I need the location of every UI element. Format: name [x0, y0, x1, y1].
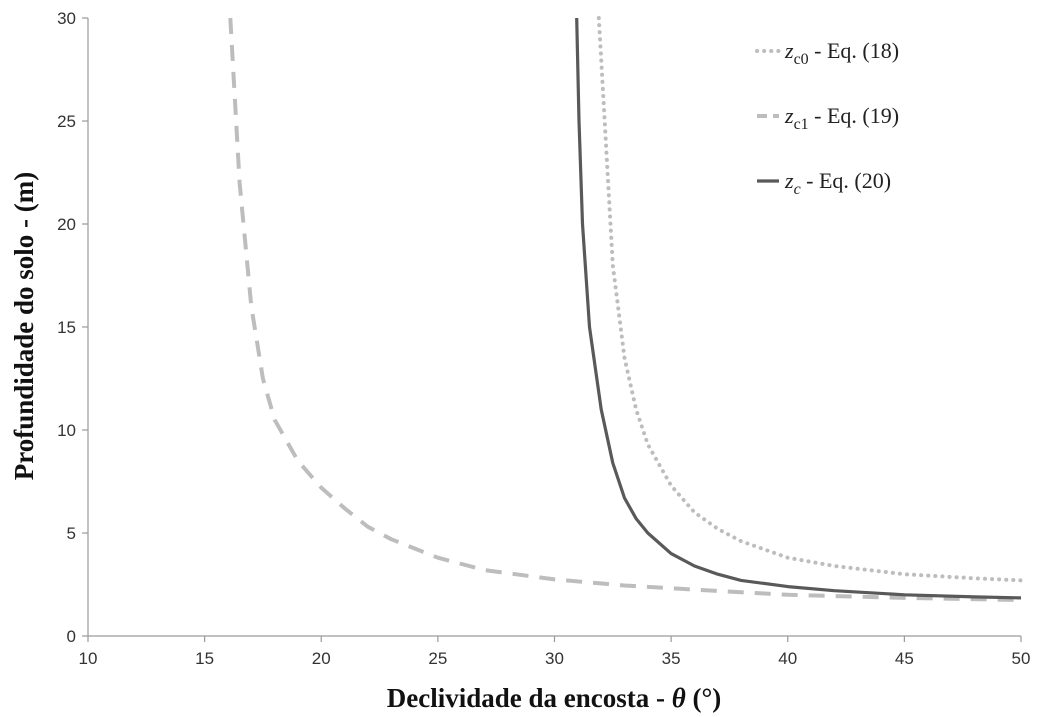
legend-label-zc0: zc0 - Eq. (18)	[784, 38, 899, 68]
y-tick-label: 20	[57, 215, 76, 234]
series-layer	[228, 16, 1023, 602]
y-tick-label: 5	[67, 524, 76, 543]
x-tick-label: 20	[312, 649, 331, 668]
legend-subscript: c1	[794, 116, 809, 133]
x-tick-label: 35	[662, 649, 681, 668]
x-tick-label: 30	[545, 649, 564, 668]
legend-symbol: z	[784, 38, 794, 63]
legend-subscript: c0	[794, 51, 809, 68]
series-line-zc0	[596, 16, 1023, 583]
x-tick-label: 10	[79, 649, 98, 668]
y-tick-label: 25	[57, 112, 76, 131]
x-tick-label: 40	[778, 649, 797, 668]
legend: zc0 - Eq. (18)zc1 - Eq. (19)zc - Eq. (20…	[755, 38, 899, 198]
plot-area: 10 15 20 25 30 35 40 45 50 0 5 10 15 20 25 30	[57, 9, 1030, 668]
series-line-zc	[575, 17, 1022, 600]
legend-symbol: z	[784, 103, 794, 128]
y-axis-title: Profundidade do solo - (m)	[9, 172, 39, 481]
legend-symbol: z	[784, 168, 794, 193]
y-tick-label: 0	[67, 627, 76, 646]
x-tick-label: 45	[895, 649, 914, 668]
x-axis-title: Declividade da encosta - θ (°)	[387, 683, 722, 713]
legend-label-zc1: zc1 - Eq. (19)	[784, 103, 899, 133]
legend-rest: - Eq. (20)	[801, 168, 891, 193]
x-tick-label: 25	[428, 649, 447, 668]
legend-subscript: c	[794, 181, 801, 198]
x-tick-label: 15	[195, 649, 214, 668]
y-tick-label: 30	[57, 9, 76, 28]
x-axis-title-unit: (°)	[686, 683, 722, 713]
series-line-zc1	[228, 17, 1022, 602]
x-tick-label: 50	[1012, 649, 1031, 668]
x-ticks: 10 15 20 25 30 35 40 45 50	[79, 636, 1031, 668]
x-axis-title-main: Declividade da encosta -	[387, 683, 672, 713]
legend-label-zc: zc - Eq. (20)	[784, 168, 891, 198]
y-tick-label: 10	[57, 421, 76, 440]
y-ticks: 0 5 10 15 20 25 30	[57, 9, 88, 646]
legend-rest: - Eq. (19)	[809, 103, 899, 128]
y-tick-label: 15	[57, 318, 76, 337]
legend-rest: - Eq. (18)	[809, 38, 899, 63]
x-axis-title-symbol: θ	[672, 683, 686, 713]
